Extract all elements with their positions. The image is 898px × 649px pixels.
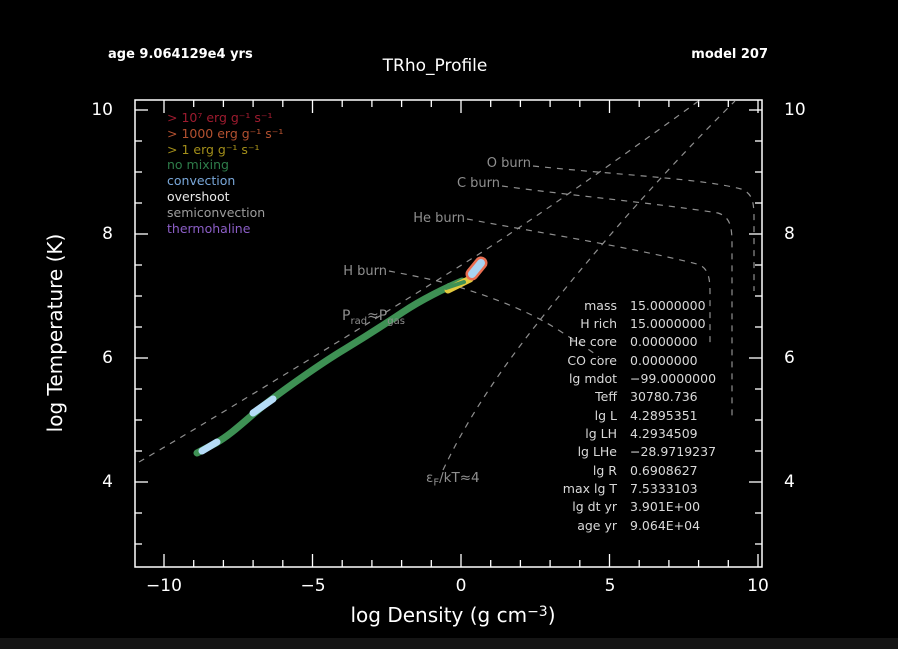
param-value: 4.2934509 (630, 426, 698, 442)
param-value: 15.0000000 (630, 316, 706, 332)
convection-zone-segment-2 (249, 395, 277, 417)
window-bottom-edge (0, 638, 898, 649)
legend-item-overshoot: overshoot (167, 188, 230, 204)
table-row: lg LH 4.2934509 (447, 424, 716, 442)
table-row: lg LHe −28.9719237 (447, 443, 716, 461)
y-right-tick-4: 4 (784, 472, 795, 492)
param-label: lg LH (585, 426, 617, 442)
param-value: 15.0000000 (630, 297, 706, 313)
table-row: H rich 15.0000000 (447, 314, 716, 332)
legend-item-gt1: > 1 erg g⁻¹ s⁻¹ (167, 141, 260, 157)
x-tick-0: 0 (455, 576, 467, 596)
param-label: mass (584, 297, 617, 313)
param-label: max lg T (562, 481, 617, 497)
legend-item-no-mixing: no mixing (167, 157, 229, 173)
x-tick-neg5: −5 (300, 576, 326, 596)
legend-item-gt1000: > 1000 erg g⁻¹ s⁻¹ (167, 125, 284, 141)
y-right-tick-10: 10 (784, 100, 806, 120)
table-row: lg dt yr 3.901E+00 (447, 498, 716, 516)
param-label: Teff (595, 389, 617, 405)
table-row: lg R 0.6908627 (447, 461, 716, 479)
param-label: lg dt yr (572, 499, 617, 515)
table-row: age yr 9.064E+04 (447, 516, 716, 534)
x-tick-10: 10 (747, 576, 769, 596)
profile-no-mixing-curve (193, 277, 466, 457)
table-row: lg mdot −99.0000000 (447, 369, 716, 387)
param-value: −99.0000000 (630, 371, 717, 387)
o-burn-label: O burn (486, 156, 531, 171)
prad-p1: P (342, 308, 351, 324)
model-label: model 207 (691, 47, 768, 62)
prad-p2: ≈P (367, 308, 388, 324)
y-left-tick-6: 6 (102, 348, 113, 368)
param-label: CO core (567, 352, 617, 368)
param-label: age yr (577, 517, 617, 533)
x-tick-neg10: −10 (146, 576, 182, 596)
table-row: max lg T 7.5333103 (447, 479, 716, 497)
param-value: 0.6908627 (630, 462, 698, 478)
param-label: lg L (594, 407, 617, 423)
legend-item-thermohaline: thermohaline (167, 220, 251, 236)
param-value: 9.064E+04 (630, 517, 701, 533)
table-row: He core 0.0000000 (447, 333, 716, 351)
x-tick-5: 5 (604, 576, 616, 596)
x-title-sup: −3 (527, 604, 548, 620)
prad-sub2: gas (387, 315, 405, 327)
eps-sub: F (433, 477, 440, 489)
h-burn-label: H burn (343, 264, 387, 279)
param-value: 3.901E+00 (630, 499, 701, 515)
o-burn-line (532, 165, 755, 291)
legend-item-semiconvection: semiconvection (167, 204, 266, 220)
stellar-parameters-table: mass 15.0000000 H rich 15.0000000 He core 0… (447, 296, 716, 534)
table-row: Teff 30780.736 (447, 388, 716, 406)
y-right-tick-8: 8 (784, 224, 795, 244)
y-right-tick-6: 6 (784, 348, 795, 368)
eps-p2: /kT≈4 (439, 470, 480, 486)
profile-curve-group (193, 256, 488, 457)
axis-tick-marks (135, 100, 762, 567)
h-burn-line (388, 270, 600, 358)
param-value: 7.5333103 (630, 481, 698, 497)
param-value: −28.9719237 (630, 444, 717, 460)
plot-frame (134, 99, 763, 568)
age-label: age 9.064129e4 yrs (108, 47, 253, 62)
legend-item-gt1e7: > 10⁷ erg g⁻¹ s⁻¹ (167, 110, 273, 125)
y-left-tick-8: 8 (102, 224, 113, 244)
prad-pgas-line (138, 99, 701, 463)
eps-p1: ε (426, 470, 434, 486)
param-label: lg LHe (577, 444, 617, 460)
profile-core-overlay (444, 280, 466, 290)
legend-item-convection: convection (167, 173, 236, 189)
mixing-burning-legend: > 10⁷ erg g⁻¹ s⁻¹ > 1000 erg g⁻¹ s⁻¹ > 1… (167, 110, 283, 236)
param-value: 30780.736 (630, 389, 698, 405)
degeneracy-label: εF/kT≈4 (426, 470, 480, 489)
table-row: CO core 0.0000000 (447, 351, 716, 369)
param-value: 0.0000000 (630, 334, 698, 350)
y-left-tick-4: 4 (102, 472, 113, 492)
param-value: 4.2895351 (630, 407, 698, 423)
prad-sub1: rad (350, 315, 368, 327)
convection-zone-segment-1 (198, 438, 221, 455)
x-axis-title: log Density (g cm−3) (350, 603, 555, 627)
param-label: H rich (580, 316, 617, 332)
param-label: lg R (592, 462, 617, 478)
degeneracy-line (442, 100, 736, 471)
table-row: lg L 4.2895351 (447, 406, 716, 424)
plot-title: TRho_Profile (382, 56, 488, 76)
param-label: lg mdot (568, 371, 617, 387)
param-value: 0.0000000 (630, 352, 698, 368)
y-axis-title: log Temperature (K) (43, 233, 67, 433)
c-burn-label: C burn (456, 176, 500, 191)
table-row: mass 15.0000000 (447, 296, 716, 314)
he-burn-label: He burn (413, 211, 465, 226)
core-convection-tip (468, 259, 485, 278)
x-title-pre: log Density (g cm (350, 603, 528, 627)
x-title-post: ) (547, 603, 556, 627)
prad-pgas-label: Prad≈Pgas (342, 308, 405, 327)
y-left-tick-10: 10 (91, 100, 113, 120)
param-label: He core (568, 334, 617, 350)
reference-lines-group (138, 99, 755, 471)
